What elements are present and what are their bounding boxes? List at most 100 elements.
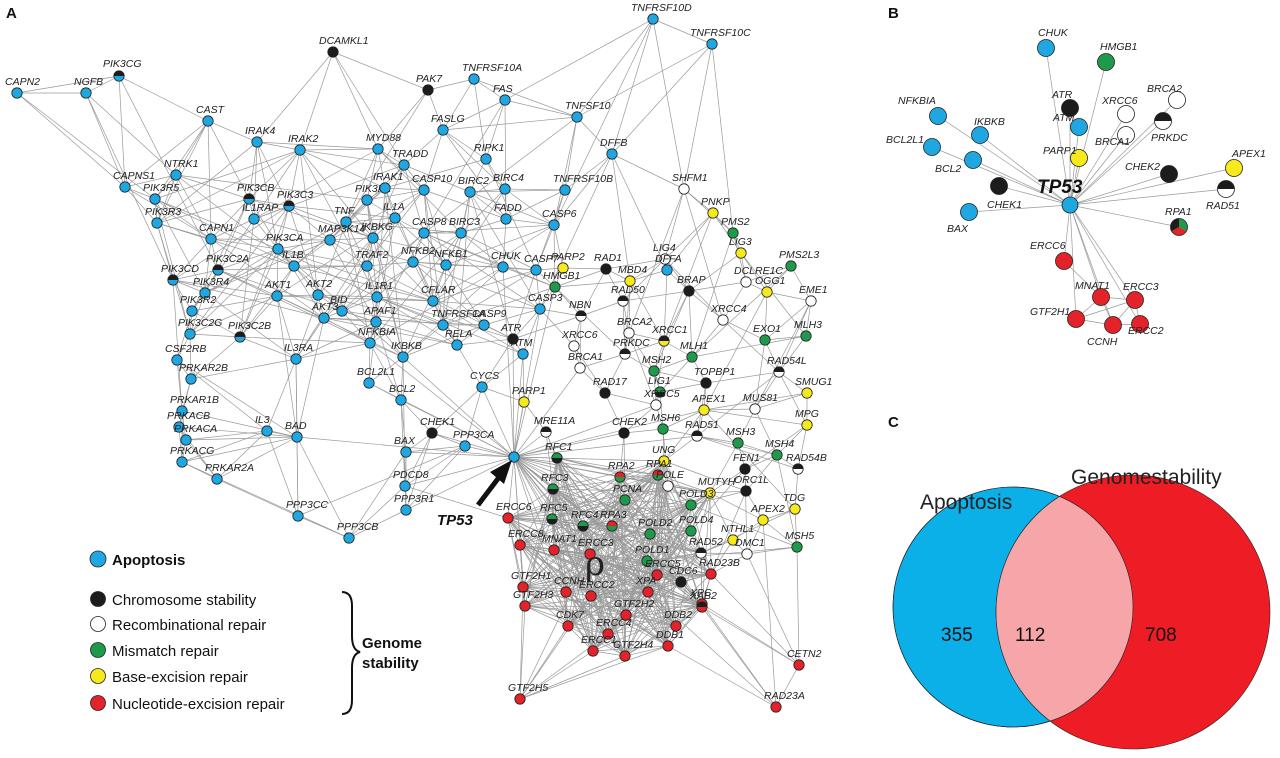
edge [405, 445, 466, 453]
node-label-ccnh: CCNH [554, 575, 585, 587]
edge [277, 239, 331, 250]
edge [628, 188, 685, 334]
edge [722, 319, 766, 341]
node-gtf2h4 [619, 650, 631, 662]
edge [690, 504, 712, 575]
edge [118, 75, 126, 188]
edge [189, 333, 192, 380]
edge [210, 238, 279, 250]
edge [519, 553, 591, 700]
edge [656, 574, 669, 647]
edge [412, 261, 541, 310]
edge [376, 296, 541, 310]
node-label-smug1: SMUG1 [795, 376, 832, 388]
node-label-pik3cb: PIK3CB [237, 182, 274, 194]
edge [504, 99, 507, 220]
edge [778, 371, 808, 394]
edge [332, 51, 405, 166]
node-label-bid: BID [330, 294, 348, 306]
edge [348, 485, 406, 539]
node-label-cetn2: CETN2 [787, 648, 822, 660]
node-capns1 [119, 181, 131, 193]
node-label-ddb2: DDB2 [664, 609, 692, 621]
node-ercc4 [602, 628, 614, 640]
edge [204, 239, 331, 294]
edge [178, 378, 192, 428]
edge [297, 445, 466, 517]
edge [256, 141, 379, 150]
edge [366, 148, 379, 201]
edge [469, 191, 541, 310]
edge [552, 460, 665, 490]
edge [469, 191, 507, 220]
edge [1069, 204, 1077, 320]
node-b-atr [1061, 99, 1079, 117]
edge [519, 633, 609, 700]
node-b-xrcc6 [1117, 105, 1135, 123]
edge [556, 457, 627, 616]
edge [248, 141, 258, 200]
edge [582, 525, 669, 647]
edge [256, 141, 290, 207]
edge [696, 371, 780, 437]
node-fen1 [739, 463, 751, 475]
node-label-ngfb: NGFB [74, 76, 103, 88]
node-label-pnkp: PNKP [701, 196, 730, 208]
edge [513, 353, 524, 458]
legend-group-line1: Genome [362, 635, 422, 652]
edge [778, 300, 812, 373]
edge [185, 430, 268, 441]
edge [552, 488, 711, 494]
edge [124, 120, 209, 188]
edge [519, 544, 594, 652]
edge [746, 519, 764, 555]
venn-count-overlap: 112 [1015, 625, 1045, 646]
node-pik3ca [272, 243, 284, 255]
node-label-apex2: APEX2 [750, 503, 785, 515]
node-prkar2a [211, 473, 223, 485]
edge [423, 189, 434, 302]
edge [507, 474, 659, 519]
edge [204, 221, 347, 294]
node-label-ppp3cb: PPP3CB [337, 521, 378, 533]
edge [776, 424, 808, 456]
edge [217, 198, 250, 271]
node-b-brca2 [1168, 91, 1186, 109]
node-gtf2h3 [519, 600, 531, 612]
node-ikbkg [367, 232, 379, 244]
edge [754, 371, 780, 410]
edge [172, 279, 206, 294]
edge [522, 308, 541, 355]
node-label-b-brca2: BRCA2 [1147, 83, 1182, 95]
node-traf2 [361, 260, 373, 272]
node-ntrk1 [170, 169, 182, 181]
node-chek2 [618, 427, 630, 439]
node-pak7 [422, 84, 434, 96]
node-nthl1 [727, 534, 739, 546]
node-tradd [398, 159, 410, 171]
edge [239, 205, 290, 338]
edge [764, 300, 812, 341]
edge [403, 164, 425, 234]
edge [607, 581, 682, 635]
edge [710, 490, 747, 575]
node-rela [451, 339, 463, 351]
node-label-bcl2: BCL2 [389, 383, 415, 395]
node-il1rap [248, 213, 260, 225]
edge [968, 204, 1071, 213]
node-label-ercc6: ERCC6 [496, 501, 532, 513]
edge [427, 89, 444, 131]
edge [368, 382, 515, 458]
node-xrcc4 [717, 314, 729, 326]
edge [485, 158, 537, 271]
edge [423, 232, 541, 310]
edge [118, 75, 209, 122]
node-pold3 [685, 499, 697, 511]
node-label-xrcc1: XRCC1 [651, 324, 688, 336]
edge [423, 129, 444, 191]
edge [404, 456, 515, 487]
node-mlh3 [800, 330, 812, 342]
edge [624, 530, 692, 657]
edge [332, 51, 379, 150]
edge [565, 591, 609, 635]
